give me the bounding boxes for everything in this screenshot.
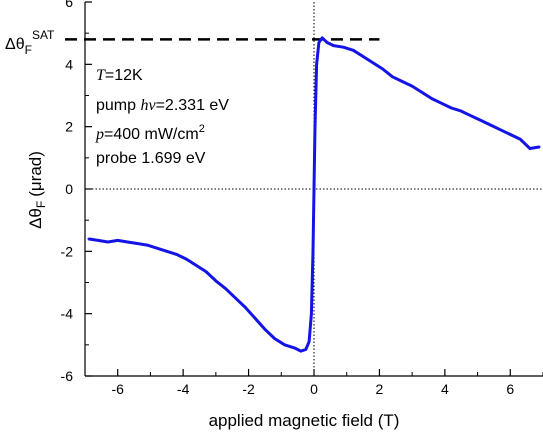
- data-point: [156, 247, 158, 250]
- data-point: [293, 347, 296, 349]
- data-point: [450, 107, 453, 109]
- x-tick-label: -6: [111, 381, 124, 397]
- annotation-pump: pump hν=2.331 eV: [96, 97, 229, 114]
- data-point: [308, 340, 310, 343]
- data-point: [421, 91, 423, 94]
- data-point: [352, 49, 355, 52]
- saturation-label-sub: F: [25, 43, 32, 57]
- x-tick-label: 2: [376, 381, 384, 397]
- annotation-probe: probe 1.699 eV: [96, 150, 206, 167]
- x-tick-label: 0: [310, 381, 318, 397]
- data-point: [489, 124, 492, 127]
- annotation-power: p=400 mW/cm2: [95, 123, 205, 143]
- data-point: [283, 343, 286, 346]
- data-point: [499, 128, 502, 131]
- data-point: [87, 237, 90, 240]
- data-point: [315, 63, 318, 66]
- y-axis-label-sub: F: [34, 201, 48, 208]
- data-point: [326, 41, 328, 44]
- data-point: [332, 44, 335, 47]
- data-point: [310, 312, 313, 315]
- saturation-label-main: Δθ: [5, 36, 25, 53]
- y-axis-label: ΔθF (μrad): [26, 151, 48, 229]
- data-point: [318, 41, 320, 44]
- x-tick-label: -4: [177, 381, 190, 397]
- data-point: [401, 80, 404, 83]
- annotation-temperature: T=12K: [96, 67, 143, 84]
- data-point: [244, 306, 247, 309]
- data-point: [126, 241, 129, 243]
- data-point: [470, 114, 472, 117]
- data-point: [411, 85, 414, 88]
- data-point: [430, 97, 433, 100]
- data-point: [254, 317, 257, 320]
- data-point: [146, 244, 149, 247]
- data-point: [224, 287, 227, 290]
- data-point: [136, 242, 139, 245]
- x-tick-label: 6: [506, 381, 514, 397]
- data-point: [313, 188, 315, 190]
- data-point: [273, 337, 276, 340]
- x-axis-label: applied magnetic field (T): [209, 411, 400, 430]
- data-point: [97, 239, 99, 242]
- y-tick-label: -6: [61, 368, 74, 384]
- data-point: [342, 46, 345, 49]
- data-point: [116, 239, 119, 242]
- y-axis-label-unit: (μrad): [26, 151, 45, 197]
- data-point: [107, 241, 109, 243]
- data-point: [304, 348, 307, 351]
- svg-text:ΔθF(μrad): ΔθF (μrad): [26, 151, 48, 229]
- data-point: [300, 350, 302, 352]
- x-tick-label: 4: [441, 381, 449, 397]
- data-point: [205, 270, 207, 273]
- data-point: [538, 146, 541, 148]
- x-tick-label: -2: [242, 381, 255, 397]
- data-point: [175, 253, 178, 256]
- y-tick-label: 4: [65, 56, 73, 72]
- data-point: [195, 264, 198, 267]
- data-point: [371, 61, 374, 64]
- data-point: [440, 102, 443, 105]
- data-point: [479, 119, 482, 122]
- data-point: [321, 36, 324, 39]
- data-point: [165, 250, 168, 253]
- data-point: [529, 147, 531, 150]
- data-point: [312, 250, 314, 253]
- y-tick-label: 0: [65, 181, 73, 197]
- y-tick-label: -2: [61, 243, 74, 259]
- data-point: [509, 133, 512, 136]
- y-tick-label: 2: [65, 119, 73, 135]
- data-point: [234, 297, 237, 299]
- data-point: [391, 75, 394, 78]
- data-point: [214, 280, 217, 282]
- series-group: [87, 36, 541, 353]
- y-axis-label-main: Δθ: [26, 208, 45, 229]
- ticks: -6 -4 -2 0 2 4 6 -6 -4 -2 0 2 4 6: [61, 0, 543, 397]
- data-point: [519, 138, 521, 141]
- data-point: [362, 55, 364, 58]
- data-point: [381, 68, 384, 70]
- saturation-label: ΔθFSAT: [5, 28, 55, 57]
- saturation-label-sup: SAT: [32, 28, 55, 42]
- data-point: [264, 328, 266, 331]
- y-tick-label: -4: [61, 306, 74, 322]
- data-point: [185, 258, 188, 261]
- y-tick-label: 6: [65, 0, 73, 10]
- data-point: [460, 110, 463, 112]
- data-point: [314, 125, 316, 128]
